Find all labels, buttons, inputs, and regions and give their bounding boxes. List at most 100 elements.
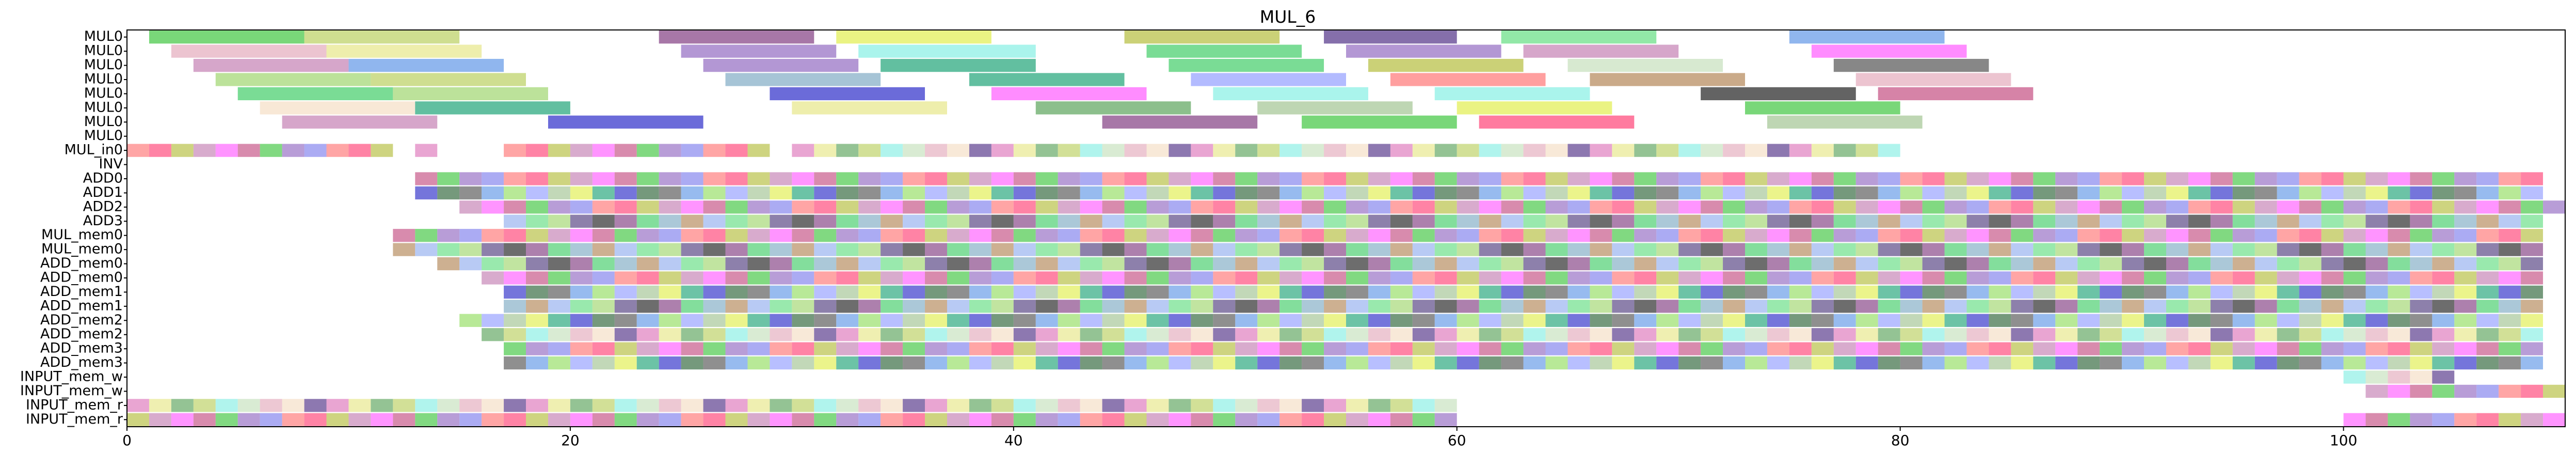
task-block — [1302, 356, 1324, 370]
task-block — [858, 172, 881, 185]
task-block — [747, 271, 770, 285]
task-block — [1612, 200, 1635, 214]
task-block — [482, 271, 504, 285]
task-block — [1058, 243, 1080, 256]
task-block — [1878, 172, 1900, 185]
task-block — [2055, 214, 2078, 228]
task-block — [1146, 356, 1169, 370]
task-block — [725, 399, 748, 412]
task-block — [149, 413, 171, 426]
task-block — [437, 257, 460, 271]
task-block — [1324, 342, 1346, 355]
task-block — [2055, 200, 2078, 214]
task-block — [1146, 186, 1169, 200]
task-block — [1146, 413, 1169, 426]
task-block — [2365, 356, 2388, 370]
task-block — [504, 243, 526, 256]
task-block — [1302, 257, 1324, 271]
task-block — [1368, 200, 1390, 214]
task-block — [1390, 229, 1413, 242]
task-block — [149, 399, 171, 412]
task-block — [1434, 243, 1457, 256]
task-block — [1257, 271, 1280, 285]
task-block — [2232, 200, 2255, 214]
task-block — [2144, 314, 2166, 327]
task-block — [1368, 271, 1390, 285]
task-block — [1013, 186, 1036, 200]
task-block — [2100, 257, 2122, 271]
task-block — [1966, 300, 1989, 313]
task-block — [1035, 214, 1058, 228]
task-bar — [1324, 30, 1457, 44]
task-block — [482, 257, 504, 271]
task-block — [1302, 300, 1324, 313]
task-block — [260, 144, 282, 157]
task-block — [548, 172, 570, 185]
task-block — [991, 214, 1014, 228]
task-block — [1567, 271, 1590, 285]
task-block — [2476, 342, 2499, 355]
task-block — [1124, 186, 1147, 200]
task-block — [2521, 285, 2543, 299]
task-block — [1368, 328, 1390, 341]
task-block — [2343, 214, 2366, 228]
task-block — [504, 342, 526, 355]
task-block — [1523, 229, 1546, 242]
x-tick-label: 100 — [2330, 432, 2357, 449]
task-block — [592, 144, 615, 157]
task-block — [2299, 356, 2322, 370]
task-block — [348, 144, 371, 157]
task-block — [1479, 186, 1501, 200]
task-block — [2011, 314, 2034, 327]
task-block — [2011, 214, 2034, 228]
task-block — [2232, 314, 2255, 327]
task-block — [1767, 257, 1789, 271]
task-block — [1191, 200, 1213, 214]
task-block — [814, 243, 837, 256]
task-block — [903, 300, 925, 313]
task-block — [1235, 200, 1258, 214]
task-block — [1745, 285, 1767, 299]
task-block — [2499, 172, 2521, 185]
task-block — [1302, 413, 1324, 426]
task-block — [2100, 243, 2122, 256]
task-block — [592, 328, 615, 341]
task-block — [881, 413, 903, 426]
task-block — [1257, 144, 1280, 157]
task-block — [2254, 214, 2277, 228]
task-block — [1235, 342, 1258, 355]
task-block — [1811, 328, 1834, 341]
task-block — [1701, 144, 1723, 157]
task-block — [1900, 200, 1923, 214]
task-block — [260, 413, 282, 426]
task-block — [592, 214, 615, 228]
task-block — [437, 186, 460, 200]
task-block — [1434, 328, 1457, 341]
task-block — [2011, 300, 2034, 313]
task-block — [1855, 314, 1878, 327]
task-block — [1302, 243, 1324, 256]
task-block — [1855, 200, 1878, 214]
task-block — [570, 285, 593, 299]
task-block — [2210, 214, 2233, 228]
task-block — [770, 200, 792, 214]
task-block — [1058, 314, 1080, 327]
task-block — [1146, 144, 1169, 157]
task-block — [1656, 200, 1679, 214]
task-block — [2410, 172, 2433, 185]
task-block — [703, 271, 726, 285]
task-block — [1146, 257, 1169, 271]
task-block — [215, 413, 238, 426]
task-block — [659, 399, 681, 412]
task-block — [1811, 172, 1834, 185]
task-block — [548, 314, 570, 327]
task-block — [459, 186, 482, 200]
task-block — [2122, 172, 2145, 185]
task-block — [770, 342, 792, 355]
task-block — [1457, 172, 1479, 185]
task-bar — [260, 101, 415, 115]
task-block — [526, 328, 548, 341]
task-block — [1058, 300, 1080, 313]
task-block — [548, 257, 570, 271]
task-block — [1390, 356, 1413, 370]
